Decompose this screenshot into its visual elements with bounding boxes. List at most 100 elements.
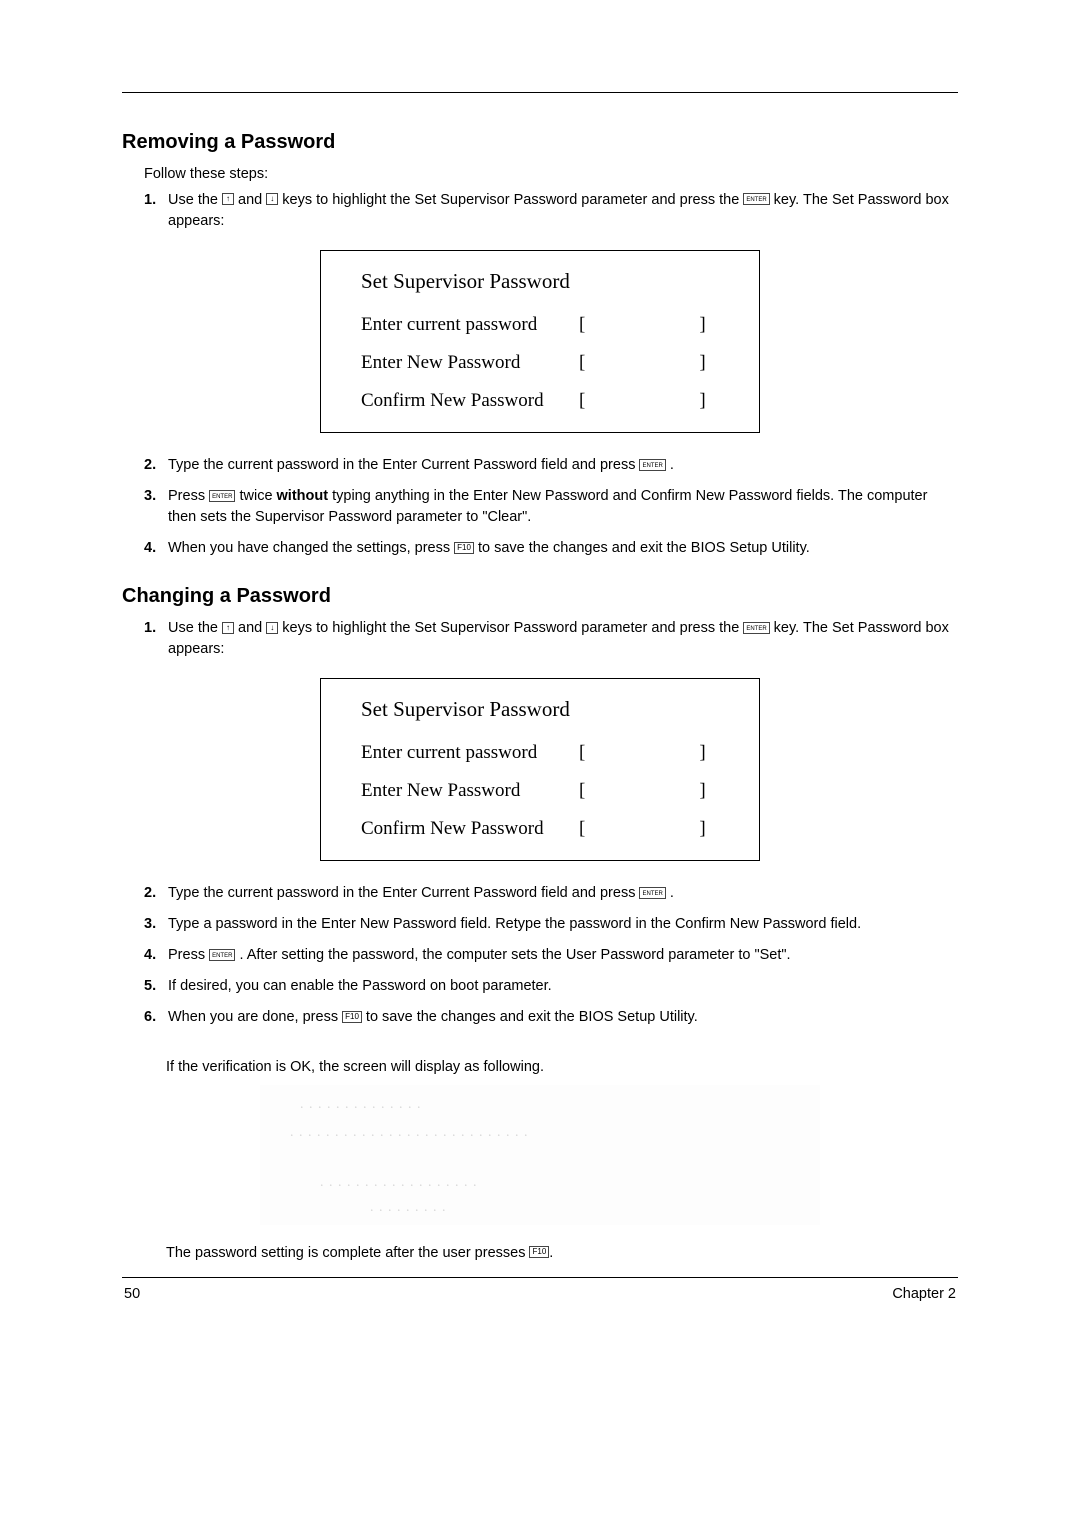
page-container: Removing a Password Follow these steps: … (0, 0, 1080, 1352)
enter-key-icon: ENTER (743, 622, 769, 634)
removing-step-3: 3. Press ENTER twice without typing anyt… (144, 486, 958, 528)
text-frag: Use the (168, 192, 222, 208)
changing-step-list-cont: 2. Type the current password in the Ente… (144, 883, 958, 1028)
enter-key-icon: ENTER (639, 459, 665, 471)
step-number: 3. (144, 914, 168, 935)
step-number: 1. (144, 618, 168, 660)
set-supervisor-password-dialog: Set Supervisor Password Enter current pa… (320, 250, 760, 433)
bracket-right: ] (699, 390, 705, 412)
text-frag: Type the current password in the Enter C… (168, 457, 639, 473)
dialog-row-current: Enter current password [ ] (361, 742, 735, 764)
text-frag: . (666, 885, 674, 901)
down-arrow-key-icon: ↓ (266, 622, 278, 634)
bracket-left: [ (579, 314, 585, 336)
f10-key-icon: F10 (529, 1246, 549, 1258)
password-complete-text: The password setting is complete after t… (166, 1243, 958, 1263)
step-text: Use the ↑ and ↓ keys to highlight the Se… (168, 190, 958, 232)
bracket-left: [ (579, 352, 585, 374)
removing-password-heading: Removing a Password (122, 131, 958, 154)
bold-without: without (277, 488, 329, 504)
changing-step-1: 1. Use the ↑ and ↓ keys to highlight the… (144, 618, 958, 660)
dialog-label-confirm: Confirm New Password (361, 818, 579, 840)
removing-intro: Follow these steps: (144, 164, 958, 184)
step-text: Type the current password in the Enter C… (168, 455, 958, 476)
step-text: Press ENTER . After setting the password… (168, 945, 958, 966)
step-text: Type a password in the Enter New Passwor… (168, 914, 958, 935)
step-text: If desired, you can enable the Password … (168, 976, 958, 997)
dialog-row-confirm: Confirm New Password [ ] (361, 390, 735, 412)
text-frag: keys to highlight the Set Supervisor Pas… (278, 620, 743, 636)
dialog-label-new: Enter New Password (361, 352, 579, 374)
text-frag: . (666, 457, 674, 473)
bracket-right: ] (699, 780, 705, 802)
enter-key-icon: ENTER (743, 193, 769, 205)
step-number: 1. (144, 190, 168, 232)
faded-verification-screenshot: . . . . . . . . . . . . . . . . . . . . … (260, 1085, 820, 1225)
removing-step-2: 2. Type the current password in the Ente… (144, 455, 958, 476)
bracket-left: [ (579, 390, 585, 412)
dialog-label-confirm: Confirm New Password (361, 390, 579, 412)
bracket-left: [ (579, 742, 585, 764)
dialog-row-confirm: Confirm New Password [ ] (361, 818, 735, 840)
text-frag: to save the changes and exit the BIOS Se… (474, 540, 810, 556)
changing-step-4: 4. Press ENTER . After setting the passw… (144, 945, 958, 966)
step-number: 5. (144, 976, 168, 997)
text-frag: Type the current password in the Enter C… (168, 885, 639, 901)
down-arrow-key-icon: ↓ (266, 193, 278, 205)
removing-step-1: 1. Use the ↑ and ↓ keys to highlight the… (144, 190, 958, 232)
text-frag: twice (235, 488, 276, 504)
text-frag: Press (168, 947, 209, 963)
text-frag: . (549, 1245, 553, 1261)
bracket-right: ] (699, 818, 705, 840)
text-frag: When you have changed the settings, pres… (168, 540, 454, 556)
step-text: Use the ↑ and ↓ keys to highlight the Se… (168, 618, 958, 660)
changing-step-list: 1. Use the ↑ and ↓ keys to highlight the… (144, 618, 958, 660)
dialog-title: Set Supervisor Password (361, 697, 735, 722)
text-frag: keys to highlight the Set Supervisor Pas… (278, 192, 743, 208)
dialog-row-new: Enter New Password [ ] (361, 352, 735, 374)
set-supervisor-password-dialog-2: Set Supervisor Password Enter current pa… (320, 678, 760, 861)
step-text: Press ENTER twice without typing anythin… (168, 486, 958, 528)
dialog-title: Set Supervisor Password (361, 269, 735, 294)
text-frag: and (234, 192, 266, 208)
enter-key-icon: ENTER (209, 490, 235, 502)
text-frag: The password setting is complete after t… (166, 1245, 529, 1261)
page-footer: 50 Chapter 2 (122, 1286, 958, 1302)
up-arrow-key-icon: ↑ (222, 622, 234, 634)
text-frag: to save the changes and exit the BIOS Se… (362, 1009, 698, 1025)
dialog-row-current: Enter current password [ ] (361, 314, 735, 336)
top-horizontal-rule (122, 92, 958, 93)
changing-step-6: 6. When you are done, press F10 to save … (144, 1007, 958, 1028)
step-number: 4. (144, 538, 168, 559)
step-number: 2. (144, 455, 168, 476)
text-frag: Use the (168, 620, 222, 636)
step-number: 4. (144, 945, 168, 966)
removing-step-4: 4. When you have changed the settings, p… (144, 538, 958, 559)
dialog-label-new: Enter New Password (361, 780, 579, 802)
step-text: Type the current password in the Enter C… (168, 883, 958, 904)
f10-key-icon: F10 (342, 1011, 362, 1023)
dialog-label-current: Enter current password (361, 742, 579, 764)
bracket-right: ] (699, 352, 705, 374)
step-number: 3. (144, 486, 168, 528)
text-frag: . After setting the password, the comput… (235, 947, 790, 963)
page-number: 50 (124, 1286, 140, 1302)
dialog-row-new: Enter New Password [ ] (361, 780, 735, 802)
verification-text: If the verification is OK, the screen wi… (166, 1057, 958, 1077)
bottom-horizontal-rule (122, 1277, 958, 1278)
step-number: 6. (144, 1007, 168, 1028)
bracket-left: [ (579, 818, 585, 840)
bracket-left: [ (579, 780, 585, 802)
bracket-right: ] (699, 742, 705, 764)
enter-key-icon: ENTER (209, 949, 235, 961)
text-frag: and (234, 620, 266, 636)
changing-password-heading: Changing a Password (122, 585, 958, 608)
dialog-label-current: Enter current password (361, 314, 579, 336)
removing-step-list: 1. Use the ↑ and ↓ keys to highlight the… (144, 190, 958, 232)
text-frag: When you are done, press (168, 1009, 342, 1025)
chapter-label: Chapter 2 (892, 1286, 956, 1302)
f10-key-icon: F10 (454, 542, 474, 554)
step-text: When you have changed the settings, pres… (168, 538, 958, 559)
bracket-right: ] (699, 314, 705, 336)
changing-step-5: 5. If desired, you can enable the Passwo… (144, 976, 958, 997)
